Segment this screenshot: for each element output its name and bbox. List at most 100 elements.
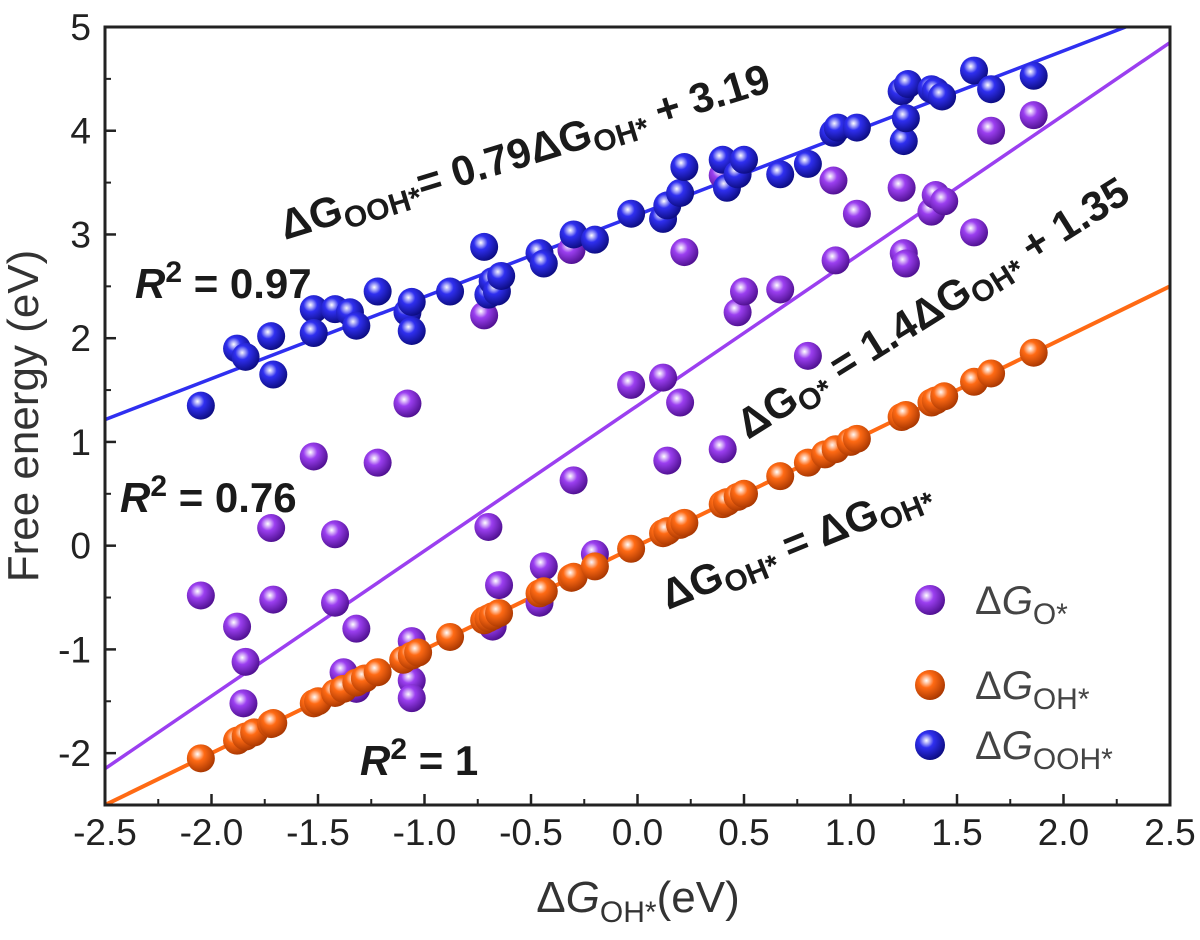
data-point-o: [229, 689, 258, 718]
data-point-o: [730, 277, 758, 306]
data-point-o: [887, 173, 916, 202]
data-point-o: [617, 370, 646, 399]
data-point-ooh: [842, 113, 871, 142]
x-tick-label: -1.0: [393, 812, 457, 853]
data-point-o: [257, 514, 286, 543]
data-point-o: [231, 647, 260, 676]
data-point-ooh: [342, 311, 371, 340]
data-point-o: [653, 446, 682, 475]
data-point-ooh: [299, 319, 328, 348]
data-point-ooh: [977, 75, 1006, 104]
data-point-o: [821, 246, 850, 275]
data-point-ooh: [894, 70, 923, 99]
legend-label-ooh: ΔGOOH*: [975, 724, 1113, 776]
data-point-o: [321, 588, 350, 617]
data-point-oh: [186, 744, 215, 773]
data-point-o: [977, 116, 1006, 145]
data-point-o: [397, 684, 426, 713]
axes: -2.5 -2.0 -1.5 -1.0 -0.5 0.0 0.5 1.0 1.5 2.0 2.5 -2…: [58, 7, 1196, 853]
legend: ΔGO* ΔGOH* ΔGOOH*: [915, 579, 1113, 776]
data-point-ooh: [889, 127, 918, 156]
data-point-oh: [670, 508, 699, 537]
data-point-ooh: [766, 160, 795, 189]
y-axis-title: Free energy (eV): [0, 250, 48, 583]
data-point-oh: [559, 562, 588, 591]
data-point-o: [930, 187, 959, 216]
data-point-o: [842, 199, 871, 228]
data-point-ooh: [436, 277, 465, 306]
data-point-oh: [617, 534, 646, 563]
data-point-oh: [404, 638, 433, 667]
y-tick-label: 1: [70, 422, 91, 463]
data-point-oh: [363, 658, 392, 687]
y-tick-label: 4: [70, 111, 91, 152]
data-point-oh: [436, 622, 465, 651]
data-point-o: [793, 341, 822, 370]
svg-text:ΔGOOH*= 0.79ΔGOH* + 3.19: ΔGOOH*= 0.79ΔGOH* + 3.19: [274, 55, 777, 255]
data-point-o: [529, 552, 558, 581]
legend-marker-ooh: [915, 730, 945, 760]
x-tick-label: -1.5: [286, 812, 350, 853]
data-point-o: [299, 442, 328, 471]
data-point-ooh: [617, 199, 646, 228]
data-point-o: [474, 512, 503, 541]
y-tick-label: -2: [58, 733, 91, 774]
x-tick-label: 0.0: [612, 812, 663, 853]
data-point-ooh: [397, 316, 426, 345]
data-point-ooh: [960, 56, 989, 85]
data-point-ooh: [891, 104, 920, 133]
data-point-o: [960, 218, 989, 247]
data-point-ooh: [580, 225, 609, 254]
data-point-oh: [580, 552, 609, 581]
data-point-ooh: [470, 232, 499, 261]
data-point-oh: [730, 479, 758, 508]
data-point-ooh: [299, 295, 328, 324]
data-point-o: [1019, 101, 1048, 130]
data-point-o: [393, 389, 422, 418]
data-point-oh: [1019, 338, 1048, 367]
y-tick-label: -1: [58, 629, 91, 670]
data-point-oh: [891, 400, 920, 429]
data-point-o: [186, 581, 215, 610]
data-point-o: [321, 520, 350, 549]
data-point-ooh: [397, 287, 426, 316]
data-point-oh: [842, 424, 871, 453]
data-point-ooh: [793, 149, 822, 178]
data-point-oh: [766, 462, 795, 491]
legend-marker-o: [915, 585, 945, 615]
data-point-o: [363, 448, 392, 477]
x-tick-label: 1.5: [931, 812, 982, 853]
data-point-oh: [529, 577, 558, 606]
x-tick-label: -0.5: [499, 812, 563, 853]
data-point-ooh: [559, 220, 588, 249]
data-point-o: [666, 388, 695, 417]
x-tick-label: -2.0: [180, 812, 244, 853]
data-point-o: [819, 166, 848, 195]
data-point-ooh: [259, 360, 288, 389]
data-point-ooh: [928, 82, 957, 111]
r-squared-o: R2 = 0.76: [120, 470, 297, 521]
data-point-oh: [977, 359, 1006, 388]
data-point-ooh: [1019, 61, 1048, 90]
x-tick-label: 0.5: [718, 812, 769, 853]
y-tick-label: 5: [70, 7, 91, 48]
data-point-o: [766, 275, 795, 304]
r-squared-oh: R2 = 1: [360, 733, 478, 784]
x-tick-label: 2.0: [1038, 812, 1089, 853]
data-point-o: [891, 249, 920, 278]
data-point-oh: [485, 599, 514, 628]
plot-area: [105, 27, 1170, 805]
data-point-o: [223, 612, 252, 641]
data-point-o: [485, 571, 514, 600]
data-point-o: [649, 363, 678, 392]
data-point-oh: [930, 382, 959, 411]
data-point-ooh: [529, 249, 558, 278]
x-tick-label: 1.0: [825, 812, 876, 853]
data-point-o: [342, 614, 371, 643]
legend-label-oh: ΔGOH*: [975, 664, 1090, 716]
data-point-ooh: [823, 113, 852, 142]
equation-oh: ΔGOH* = ΔGOH*: [654, 486, 940, 619]
data-point-ooh: [666, 178, 695, 207]
y-tick-label: 0: [70, 526, 91, 567]
